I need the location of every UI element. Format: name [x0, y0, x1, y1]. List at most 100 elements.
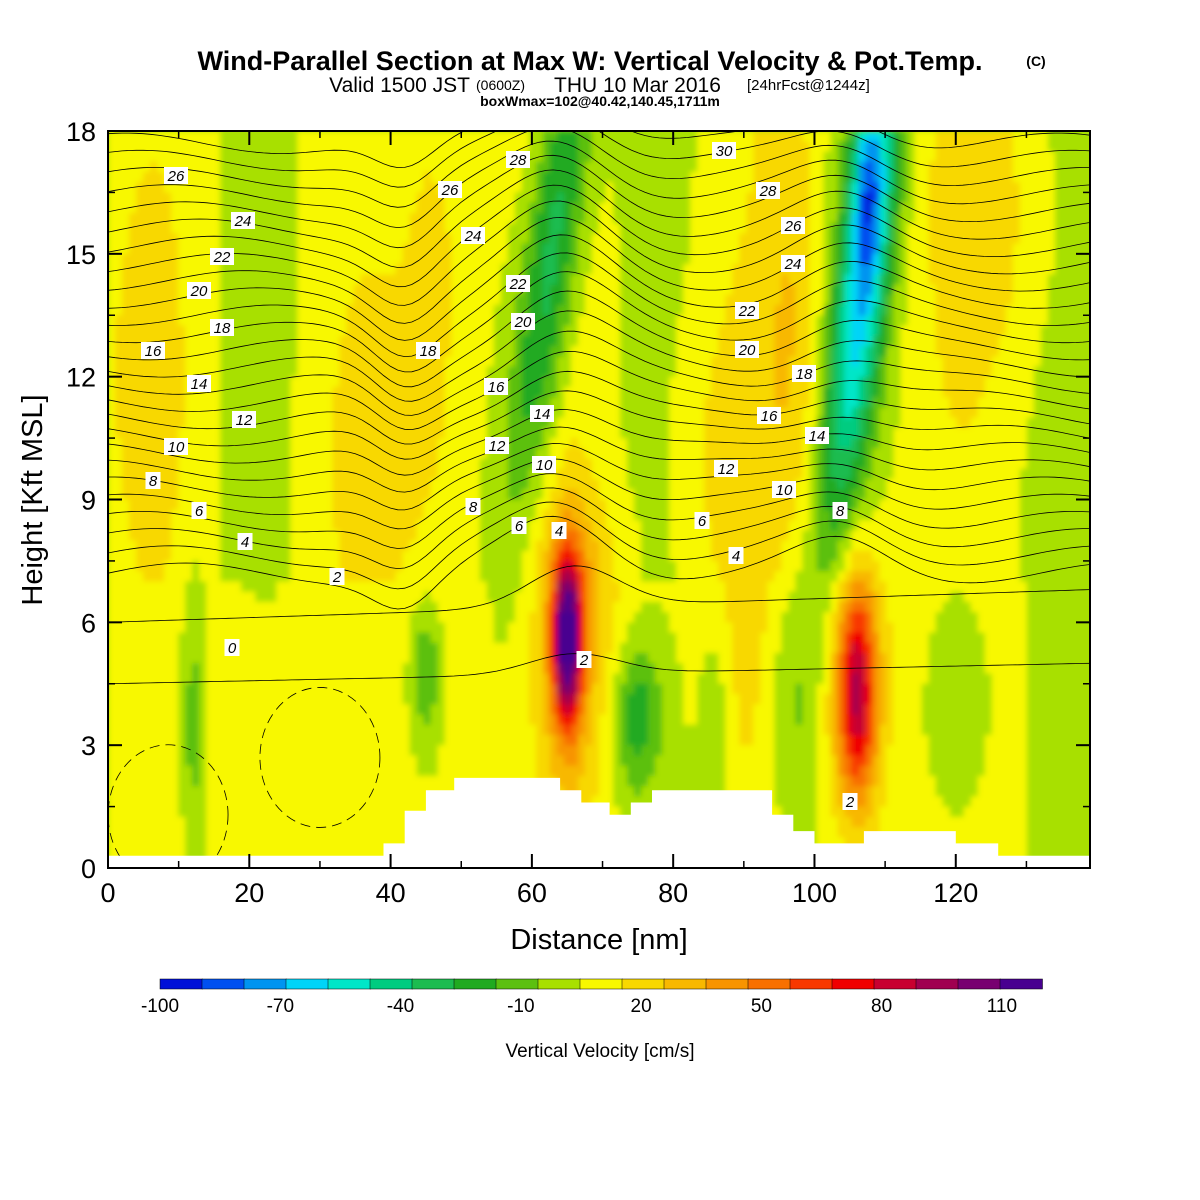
contour-label: 20 — [738, 342, 756, 359]
copyright-mark: (C) — [1026, 53, 1045, 69]
y-tick-label: 12 — [66, 363, 96, 393]
colorbar-swatch — [705, 978, 749, 990]
colorbar-swatch — [999, 978, 1043, 990]
colorbar-swatch — [789, 978, 833, 990]
colorbar-tick-label: 50 — [751, 996, 772, 1017]
y-axis-label: Height [Kft MSL] — [17, 394, 49, 605]
x-axis: 0 20 40 60 80 100 120 — [100, 131, 1028, 908]
colorbar-tick-label: -100 — [141, 996, 179, 1017]
contour-label: 2 — [845, 794, 855, 811]
contour-label: 12 — [718, 461, 735, 478]
contour-label: 30 — [716, 143, 733, 160]
contour-label: 22 — [738, 303, 756, 320]
x-tick-label: 120 — [933, 878, 978, 908]
contour-label: 24 — [464, 228, 482, 245]
colorbar-swatch — [537, 978, 581, 990]
contour-label: 18 — [214, 320, 231, 337]
contour-label: 14 — [191, 376, 208, 393]
contour-label: 10 — [168, 439, 185, 456]
colorbar-swatch — [495, 978, 539, 990]
contour-label: 6 — [698, 513, 707, 530]
colorbar-tick-label: 110 — [987, 996, 1017, 1017]
colorbar-title: Vertical Velocity [cm/s] — [505, 1041, 694, 1062]
contour-label: 26 — [784, 218, 802, 235]
colorbar-tick-label: -70 — [267, 996, 294, 1017]
colorbar-swatch — [831, 978, 875, 990]
y-tick-label: 15 — [66, 240, 96, 270]
contour-label: 20 — [514, 314, 532, 331]
contour-label: 28 — [509, 152, 527, 169]
contour-label: 8 — [836, 503, 845, 520]
plot-area — [108, 131, 1090, 868]
y-tick-label: 0 — [81, 854, 96, 884]
y-tick-label: 6 — [81, 608, 96, 638]
chart-subtitle: Valid 1500 JST (0600Z) THU 10 Mar 2016 [… — [329, 74, 870, 97]
contour-label: 2 — [332, 569, 342, 586]
colorbar-swatch — [957, 978, 1001, 990]
colorbar-swatch — [915, 978, 959, 990]
colorbar-tick-label: -40 — [387, 996, 414, 1017]
contour-label: 16 — [761, 408, 778, 425]
x-tick-label: 40 — [376, 878, 406, 908]
contour-label: 22 — [213, 249, 231, 266]
contour-label: 22 — [509, 276, 527, 293]
contour-label: 14 — [809, 428, 826, 445]
y-tick-label: 9 — [81, 486, 96, 516]
colorbar-swatch — [411, 978, 455, 990]
contour-label: 28 — [759, 183, 777, 200]
colorbar: -100 -70 -40 -10 20 50 80 110 — [141, 978, 1043, 1017]
colorbar-swatch — [621, 978, 665, 990]
contour-label: 6 — [195, 503, 204, 520]
colorbar-swatch — [873, 978, 917, 990]
x-tick-label: 60 — [517, 878, 547, 908]
colorbar-swatch — [159, 978, 203, 990]
terrain-mask — [108, 777, 1090, 868]
x-tick-label: 0 — [100, 878, 115, 908]
contour-label: 18 — [420, 343, 437, 360]
contour-label: 24 — [784, 256, 802, 273]
contour-label: 4 — [241, 534, 249, 551]
subtitle-forecast: [24hrFcst@1244z] — [747, 77, 870, 94]
contour-label: 8 — [149, 473, 158, 490]
contour-label: 26 — [441, 182, 459, 199]
y-axis: 0 3 6 9 12 15 18 — [66, 117, 1090, 884]
contour-label: 14 — [534, 406, 551, 423]
colorbar-swatch — [747, 978, 791, 990]
contour-label: 4 — [555, 523, 563, 540]
x-tick-label: 20 — [234, 878, 264, 908]
contour-label: 12 — [236, 412, 253, 429]
y-tick-label: 3 — [81, 731, 96, 761]
colorbar-swatch — [327, 978, 371, 990]
subtitle-utc-time: (0600Z) — [476, 77, 525, 93]
contour-label: 0 — [228, 640, 237, 657]
contour-label: 16 — [488, 379, 505, 396]
contour-label: 18 — [796, 366, 813, 383]
x-tick-label: 100 — [792, 878, 837, 908]
x-axis-label: Distance [nm] — [510, 924, 687, 956]
contour-label: 10 — [776, 482, 793, 499]
y-tick-label: 18 — [66, 117, 96, 147]
contour-label: 8 — [469, 499, 478, 516]
subtitle-date: THU 10 Mar 2016 — [554, 74, 721, 97]
chart-subtitle-box: boxWmax=102@40.42,140.45,1711m — [480, 93, 720, 109]
contour-label: 12 — [489, 438, 506, 455]
colorbar-swatch — [243, 978, 287, 990]
chart-title: Wind-Parallel Section at Max W: Vertical… — [198, 46, 983, 76]
contour-label: 26 — [167, 168, 185, 185]
colorbar-swatch — [369, 978, 413, 990]
vertical-velocity-field — [108, 131, 1090, 868]
contour-label: 24 — [234, 213, 252, 230]
subtitle-valid-time: Valid 1500 JST — [329, 74, 470, 97]
colorbar-swatch — [663, 978, 707, 990]
contour-label: 4 — [732, 548, 740, 565]
colorbar-swatch — [201, 978, 245, 990]
colorbar-tick-label: -10 — [507, 996, 534, 1017]
contour-label: 2 — [579, 652, 589, 669]
contour-label: 6 — [515, 518, 524, 535]
x-tick-label: 80 — [658, 878, 688, 908]
contour-label: 10 — [536, 457, 553, 474]
colorbar-swatch — [453, 978, 497, 990]
colorbar-swatch — [285, 978, 329, 990]
